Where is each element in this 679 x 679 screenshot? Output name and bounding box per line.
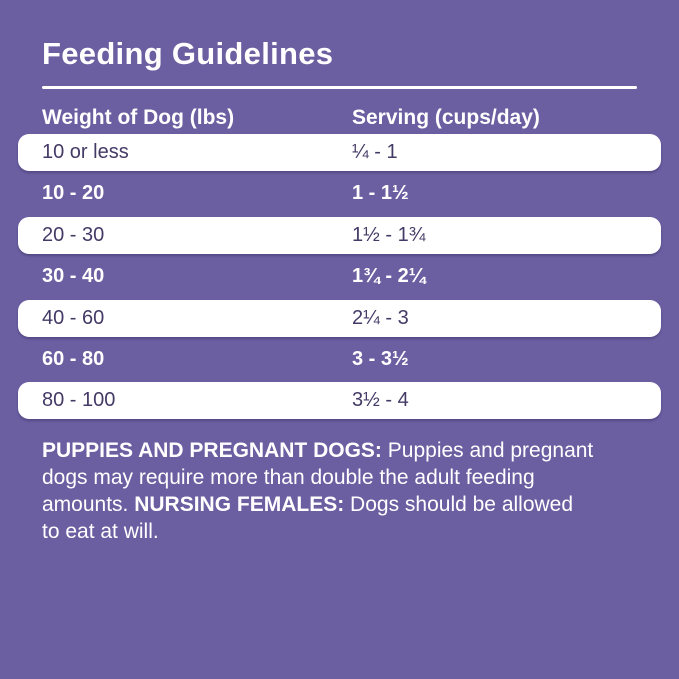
notes-text: Puppies and pregnant <box>381 439 594 463</box>
weight-cell: 60 - 80 <box>42 347 105 370</box>
table-row: 80 - 100 3½ - 4 <box>18 382 661 420</box>
table-row: 20 - 30 1½ - 1¾ <box>18 216 661 254</box>
column-header-weight: Weight of Dog (lbs) <box>42 106 235 129</box>
notes-line: to eat at will. <box>42 518 642 545</box>
table-row: 40 - 60 2¼ - 3 <box>18 299 661 337</box>
serving-cell: 1 - 1½ <box>352 182 409 205</box>
notes-text: amounts. <box>42 493 135 517</box>
table-row: 30 - 40 1¾ - 2¼ <box>18 256 661 297</box>
table-row: 10 or less ¼ - 1 <box>18 134 661 171</box>
notes-heading: NURSING FEMALES: <box>134 493 345 517</box>
table-header: Weight of Dog (lbs) Serving (cups/day) <box>42 106 679 130</box>
serving-cell: ¼ - 1 <box>352 141 398 163</box>
weight-cell: 30 - 40 <box>42 265 105 288</box>
serving-cell: 1½ - 1¾ <box>352 223 426 246</box>
weight-cell: 80 - 100 <box>42 389 116 412</box>
notes-text: dogs may require more than double the ad… <box>42 466 535 490</box>
weight-cell: 10 - 20 <box>42 182 105 205</box>
title-underline <box>42 86 637 89</box>
notes-line: dogs may require more than double the ad… <box>42 464 642 491</box>
table-row: 10 - 20 1 - 1½ <box>18 173 661 214</box>
notes-text: to eat at will. <box>42 520 159 544</box>
serving-cell: 1¾ - 2¼ <box>352 265 426 288</box>
table-row: 60 - 80 3 - 3½ <box>18 339 661 380</box>
feeding-notes: PUPPIES AND PREGNANT DOGS: Puppies and p… <box>42 437 642 545</box>
column-header-serving: Serving (cups/day) <box>352 106 540 129</box>
serving-cell: 2¼ - 3 <box>352 306 409 329</box>
weight-cell: 20 - 30 <box>42 223 105 246</box>
notes-line: amounts. NURSING FEMALES: Dogs should be… <box>42 491 642 518</box>
page-title: Feeding Guidelines <box>42 36 334 71</box>
serving-cell: 3½ - 4 <box>352 389 409 412</box>
weight-cell: 10 or less <box>42 141 129 163</box>
feeding-table: 10 or less ¼ - 1 10 - 20 1 - 1½ 20 - 30 1½ - … <box>18 134 661 420</box>
serving-cell: 3 - 3½ <box>352 347 409 370</box>
notes-text: Dogs should be allowed <box>344 493 574 517</box>
notes-line: PUPPIES AND PREGNANT DOGS: Puppies and p… <box>42 437 642 464</box>
weight-cell: 40 - 60 <box>42 306 105 329</box>
notes-heading: PUPPIES AND PREGNANT DOGS: <box>42 439 382 463</box>
